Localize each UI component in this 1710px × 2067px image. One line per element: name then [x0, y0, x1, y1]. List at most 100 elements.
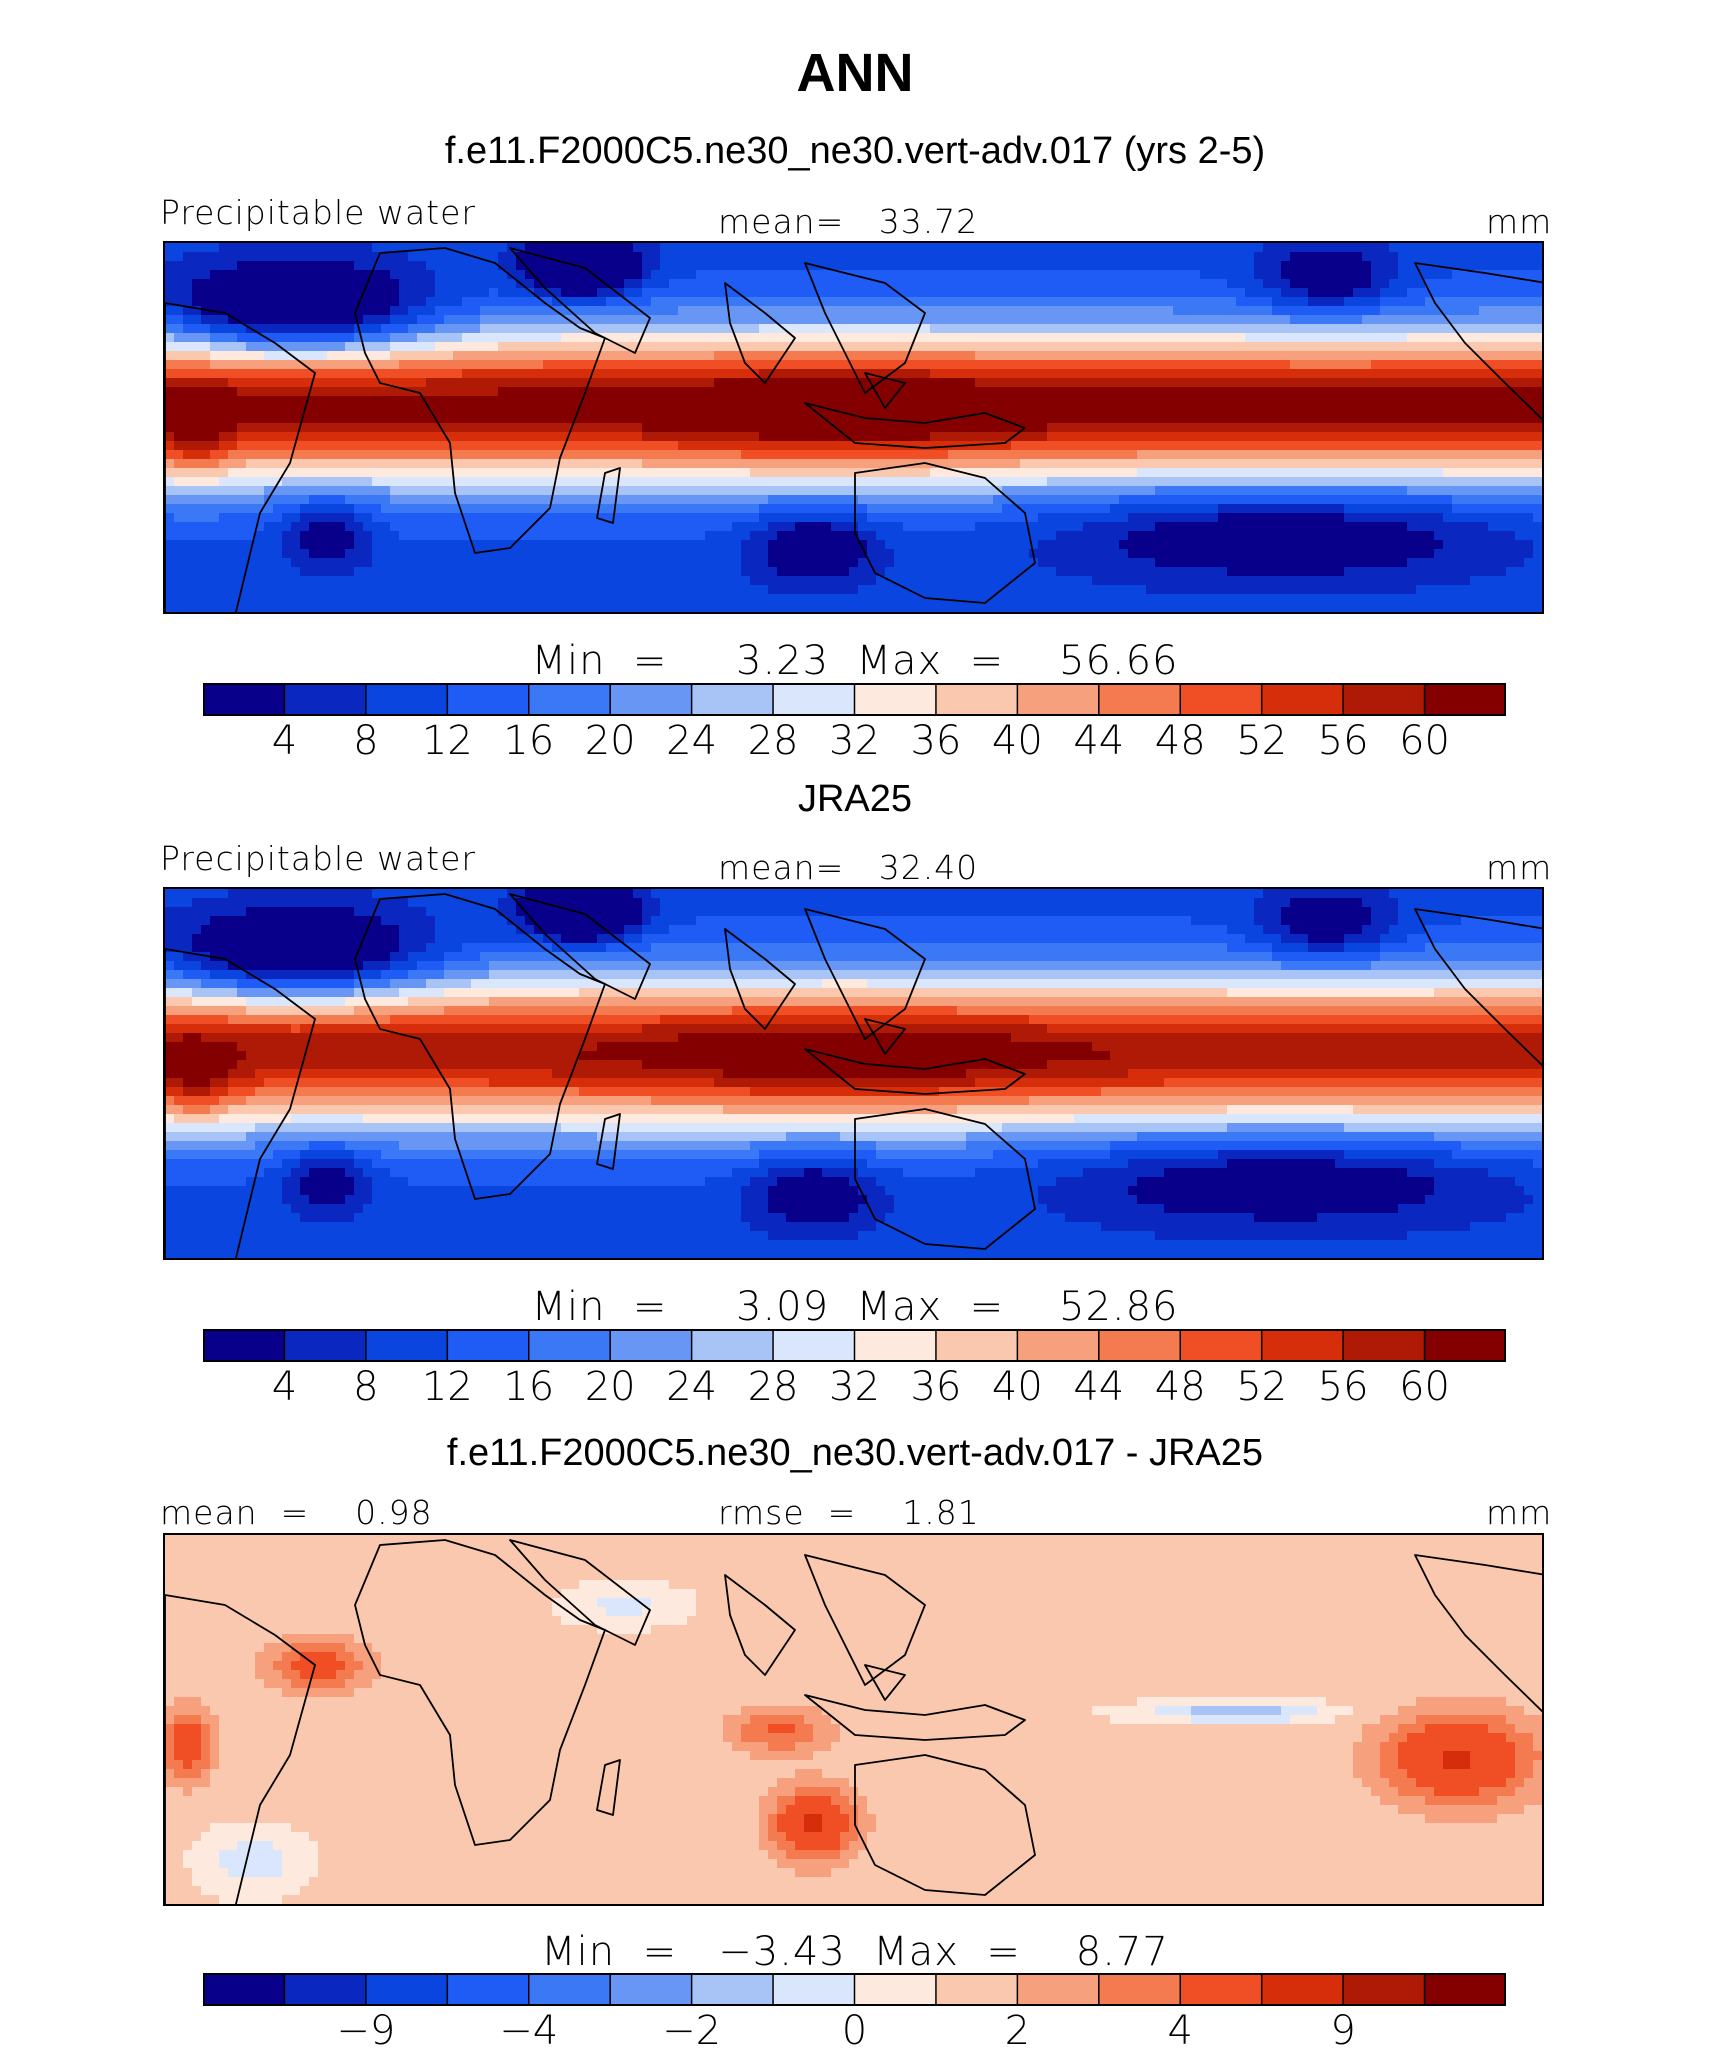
- coastline: [804, 402, 1026, 449]
- colorbar-swatch: [1179, 1973, 1263, 2006]
- colorbar-tick-label: 12: [421, 718, 473, 764]
- colorbar-tick-label: 56: [1317, 718, 1369, 764]
- contour-fill: [165, 889, 1542, 1258]
- coastline: [724, 1574, 796, 1676]
- colorbar-tick-label: 24: [666, 1364, 718, 1410]
- colorbar-tick-label: −4: [499, 2008, 559, 2054]
- colorbar-swatches-diff: [203, 1973, 1506, 2006]
- colorbar-ticks-diff: −9 −4 −2 0 2 4 9: [203, 2008, 1506, 2058]
- colorbar-swatch: [1016, 1973, 1101, 2006]
- coastline: [1414, 908, 1542, 1067]
- coastline: [165, 1594, 316, 1904]
- colorbar-swatch: [609, 1973, 693, 2006]
- colorbar-swatch: [446, 1329, 530, 1362]
- colorbar-swatch: [1098, 1329, 1182, 1362]
- colorbar-tick-label: 56: [1317, 1364, 1369, 1410]
- colorbar-diff: [203, 1973, 1506, 2006]
- contour-map-diff: [165, 1535, 1542, 1904]
- minmax-label-obs: Min = 3.09 Max = 52.86: [531, 1284, 1179, 1330]
- colorbar-swatch: [1423, 683, 1506, 716]
- coastline: [854, 1754, 1036, 1896]
- map-panel-model: [163, 241, 1544, 614]
- colorbar-tick-label: 16: [503, 1364, 555, 1410]
- contour-fill: [165, 1535, 1542, 1904]
- colorbar-frame: [203, 1973, 1506, 2006]
- panel-mean-label-model: mean= 33.72: [718, 202, 979, 241]
- coastline: [165, 302, 316, 612]
- coastline: [804, 1048, 1026, 1095]
- colorbar-swatch: [1423, 1973, 1506, 2006]
- panel-mean-label-obs: mean= 32.40: [718, 848, 979, 887]
- colorbar-tick-label: 4: [1167, 2008, 1193, 2054]
- panel-rmse-label-diff: rmse = 1.81: [718, 1493, 980, 1532]
- panel-left-label-model: Precipitable water: [160, 193, 476, 232]
- coastline: [509, 247, 651, 354]
- colorbar-swatch: [528, 683, 612, 716]
- coastline: [596, 467, 621, 524]
- colorbar-tick-label: −9: [336, 2008, 396, 2054]
- coastline: [509, 893, 651, 1000]
- minmax-label-diff: Min = −3.43 Max = 8.77: [541, 1929, 1169, 1975]
- minmax-label-model: Min = 3.23 Max = 56.66: [531, 638, 1179, 684]
- colorbar-tick-label: −2: [662, 2008, 722, 2054]
- colorbar-ticks-obs: 4 8 12 16 20 24 28 32 36 40 44 48 52 56 60: [203, 1364, 1506, 1414]
- coastline: [354, 1539, 606, 1846]
- colorbar-tick-label: 36: [910, 718, 962, 764]
- coastline: [864, 372, 906, 409]
- panel-units-model: mm: [1486, 202, 1553, 241]
- colorbar-tick-label: 40: [991, 1364, 1043, 1410]
- colorbar-tick-label: 28: [747, 1364, 799, 1410]
- colorbar-tick-label: 4: [271, 1364, 298, 1410]
- coastline: [1414, 262, 1542, 421]
- coastline: [864, 1018, 906, 1055]
- colorbar-swatch: [446, 683, 530, 716]
- panel-left-label-obs: Precipitable water: [160, 839, 476, 878]
- colorbar-frame: [203, 1329, 1506, 1362]
- colorbar-swatch: [935, 1329, 1019, 1362]
- colorbar-tick-label: 32: [829, 1364, 880, 1410]
- colorbar-tick-label: 36: [910, 1364, 962, 1410]
- colorbar-swatch: [690, 1973, 775, 2006]
- colorbar-swatch: [1179, 1329, 1263, 1362]
- colorbar-tick-label: 24: [666, 718, 718, 764]
- panel-title-diff: f.e11.F2000C5.ne30_ne30.vert-adv.017 - J…: [446, 1432, 1264, 1474]
- colorbar-swatches-model: [203, 683, 1506, 716]
- colorbar-tick-label: 52: [1236, 718, 1288, 764]
- coastline: [354, 247, 606, 554]
- colorbar-swatch: [772, 1329, 856, 1362]
- coastline: [1414, 1554, 1542, 1713]
- colorbar-tick-label: 0: [841, 2008, 868, 2054]
- colorbar-swatch: [203, 1973, 286, 2006]
- colorbar-swatch: [528, 1973, 612, 2006]
- panel-title-model: f.e11.F2000C5.ne30_ne30.vert-adv.017 (yr…: [444, 130, 1266, 172]
- panel-units-diff: mm: [1486, 1493, 1553, 1532]
- contour-fill: [165, 243, 1542, 612]
- colorbar-tick-label: 20: [584, 718, 636, 764]
- colorbar-swatch: [609, 683, 693, 716]
- coastline: [854, 462, 1036, 604]
- contour-map-model: [165, 243, 1542, 612]
- colorbar-swatch: [853, 1329, 938, 1362]
- coastline: [854, 1108, 1036, 1250]
- colorbar-tick-label: 32: [829, 718, 880, 764]
- colorbar-swatch: [203, 1329, 286, 1362]
- colorbar-tick-label: 28: [747, 718, 799, 764]
- colorbar-swatch: [1179, 683, 1263, 716]
- colorbar-tick-label: 48: [1154, 1364, 1206, 1410]
- colorbar-swatch: [1260, 683, 1345, 716]
- colorbar-swatch: [203, 683, 286, 716]
- colorbar-tick-label: 60: [1399, 718, 1451, 764]
- colorbar-tick-label: 4: [271, 718, 298, 764]
- colorbar-swatch: [1342, 1973, 1426, 2006]
- coastline: [509, 1539, 651, 1646]
- colorbar-swatch: [446, 1973, 530, 2006]
- colorbar-swatch: [283, 1329, 368, 1362]
- coastline: [596, 1759, 621, 1816]
- colorbar-swatch: [1016, 683, 1101, 716]
- panel-mean-label-diff: mean = 0.98: [160, 1493, 433, 1532]
- colorbar-tick-label: 48: [1154, 718, 1206, 764]
- colorbar-model: [203, 683, 1506, 716]
- colorbar-tick-label: 2: [1004, 2008, 1031, 2054]
- coastline: [724, 282, 796, 384]
- colorbar-swatch: [1260, 1329, 1345, 1362]
